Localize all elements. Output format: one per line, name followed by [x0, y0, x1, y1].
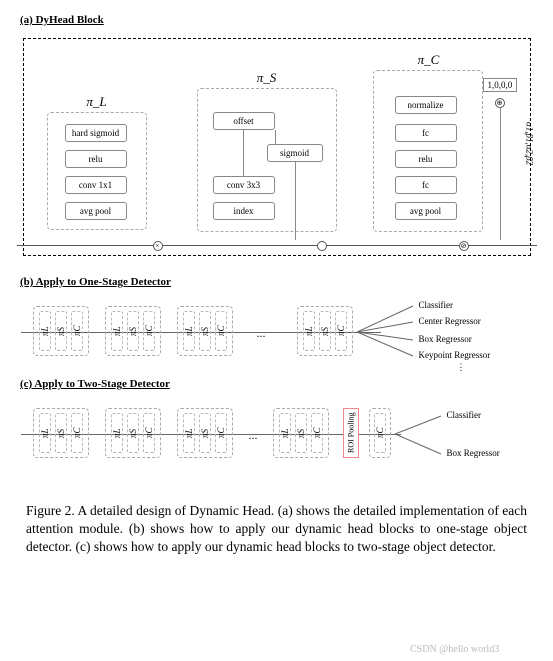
two-stage-pipeline: πL πS πC πL πS πC πL πS πC ... πL πS πC … — [17, 396, 537, 472]
block-pi-s: πS — [295, 413, 307, 453]
figure-caption: Figure 2. A detailed design of Dynamic H… — [26, 502, 527, 557]
dyhead-block-c3: πL πS πC — [177, 408, 233, 458]
op-offset: offset — [213, 112, 275, 130]
block-pi-l: πL — [183, 413, 195, 453]
roi-pooling: ROI Pooling — [343, 408, 359, 458]
op-hard-sigmoid: hard sigmoid — [65, 124, 127, 142]
block-pi-s: πS — [55, 311, 67, 351]
s-arrow-3 — [295, 162, 296, 240]
block-pi-c: πC — [335, 311, 347, 351]
block-pi-s: πS — [199, 413, 211, 453]
dyhead-block-c2: πL πS πC — [105, 408, 161, 458]
out-classifier: Classifier — [419, 300, 454, 310]
op-sigmoid: sigmoid — [267, 144, 323, 162]
s-arrow-2 — [275, 130, 276, 144]
op-conv1x1: conv 1x1 — [65, 176, 127, 194]
op-avgpool-l: avg pool — [65, 202, 127, 220]
block-pi-c: πC — [215, 311, 227, 351]
block-pi-l: πL — [183, 311, 195, 351]
block-pi-c: πC — [71, 311, 83, 351]
dyhead-block-c4: πL πS πC — [273, 408, 329, 458]
block-pi-l: πL — [39, 413, 51, 453]
block-pi-l: πL — [111, 413, 123, 453]
op-conv3x3: conv 3x3 — [213, 176, 275, 194]
tail-pi-c: πC — [374, 413, 386, 453]
ellipsis-c: ... — [249, 428, 258, 443]
out-box-c: Box Regressor — [447, 448, 500, 458]
block-pi-l: πL — [279, 413, 291, 453]
block-pi-c: πC — [143, 413, 155, 453]
ellipsis-b: ... — [257, 326, 266, 341]
op-fc2: fc — [395, 176, 457, 194]
block-pi-c: πC — [143, 311, 155, 351]
block-pi-l: πL — [303, 311, 315, 351]
dyhead-block-c1: πL πS πC — [33, 408, 89, 458]
dyhead-block-b4: πL πS πC — [297, 306, 353, 356]
block-pi-c: πC — [215, 413, 227, 453]
alpha-beta-label: α1,β1,α2,β2 — [525, 122, 535, 165]
fanout-b — [357, 300, 417, 366]
out-center: Center Regressor — [419, 316, 481, 326]
dyhead-block-diagram: π_L hard sigmoid relu conv 1x1 avg pool … — [17, 32, 537, 262]
out-classifier-c: Classifier — [447, 410, 482, 420]
out-box: Box Regressor — [419, 334, 472, 344]
vdots-b: ⋮ — [457, 362, 466, 373]
section-c-title: (c) Apply to Two-Stage Detector — [20, 378, 543, 390]
block-pi-s: πS — [199, 311, 211, 351]
merge-node-l: × — [153, 241, 163, 251]
c-resline — [500, 108, 501, 240]
out-keypoint: Keypoint Regressor — [419, 350, 491, 360]
op-relu-l: relu — [65, 150, 127, 168]
add-node: ⊕ — [495, 98, 505, 108]
pi-s-label: π_S — [247, 70, 287, 86]
tail-pic-block: πC — [369, 408, 391, 458]
one-stage-pipeline: πL πS πC πL πS πC πL πS πC ... πL πS πC … — [17, 294, 537, 370]
op-avgpool-c: avg pool — [395, 202, 457, 220]
watermark: CSDN @hello world3 — [410, 644, 499, 655]
block-pi-c: πC — [311, 413, 323, 453]
block-pi-s: πS — [319, 311, 331, 351]
block-pi-s: πS — [55, 413, 67, 453]
init-vector: 1,0,0,0 — [483, 78, 518, 92]
dyhead-block-b3: πL πS πC — [177, 306, 233, 356]
op-normalize: normalize — [395, 96, 457, 114]
s-arrow-1 — [243, 130, 244, 176]
dyhead-block-b1: πL πS πC — [33, 306, 89, 356]
fanout-c — [395, 410, 445, 462]
block-pi-c: πC — [71, 413, 83, 453]
op-fc1: fc — [395, 124, 457, 142]
block-pi-l: πL — [111, 311, 123, 351]
pi-l-label: π_L — [77, 94, 117, 110]
op-index: index — [213, 202, 275, 220]
block-pi-l: πL — [39, 311, 51, 351]
dyhead-block-b2: πL πS πC — [105, 306, 161, 356]
merge-node-s — [317, 241, 327, 251]
section-a-title: (a) DyHead Block — [20, 14, 543, 26]
pi-c-label: π_C — [409, 52, 449, 68]
merge-node-c: ⊘ — [459, 241, 469, 251]
block-pi-s: πS — [127, 413, 139, 453]
section-b-title: (b) Apply to One-Stage Detector — [20, 276, 543, 288]
block-pi-s: πS — [127, 311, 139, 351]
op-relu-c: relu — [395, 150, 457, 168]
